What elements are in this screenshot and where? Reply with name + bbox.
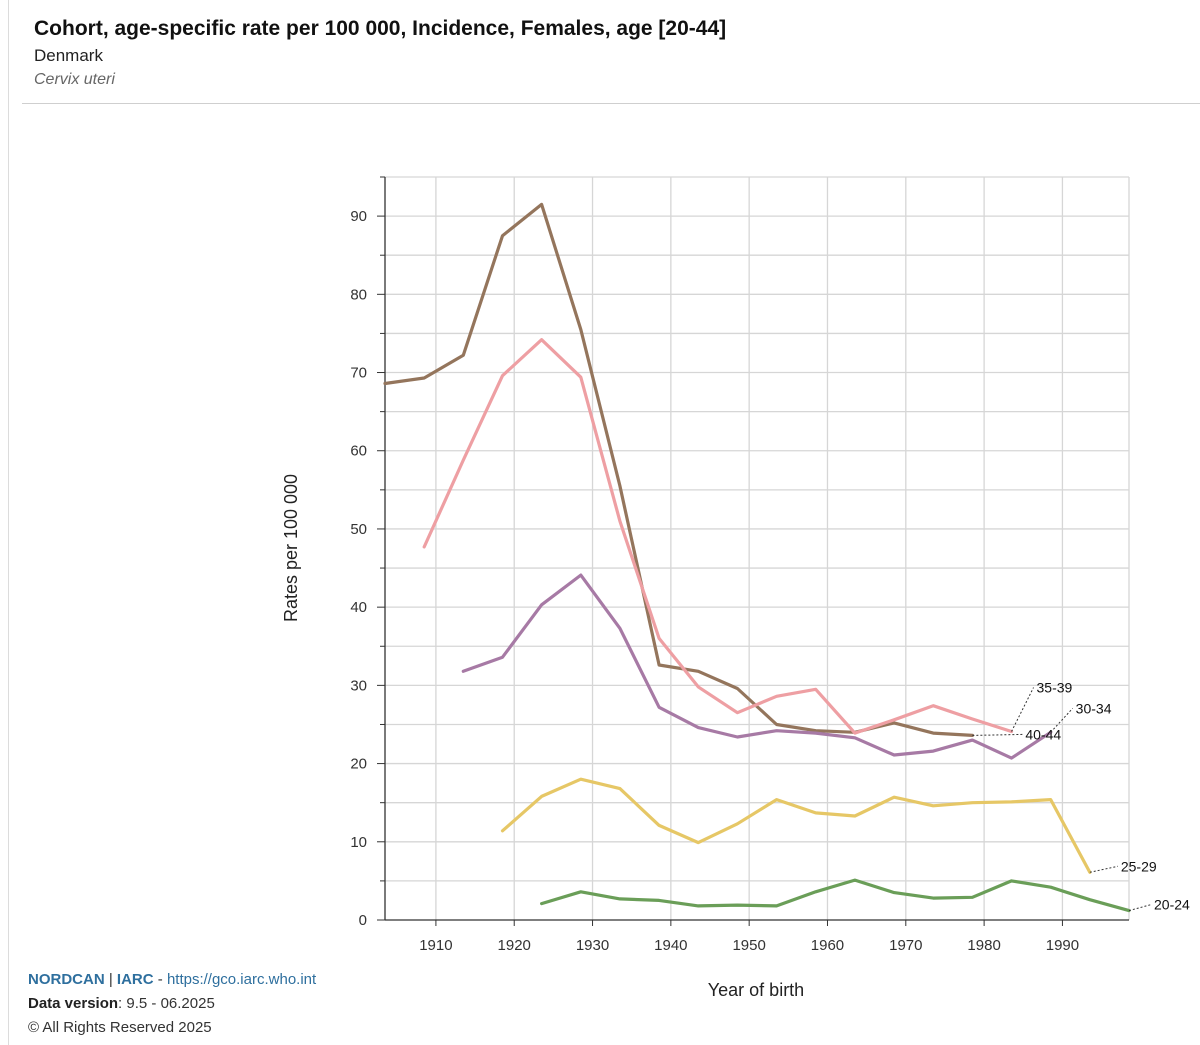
x-tick-label: 1980 [967, 937, 1000, 954]
y-tick-label: 40 [350, 599, 367, 616]
series-label-leader [972, 733, 1023, 736]
series-label-leader [1050, 707, 1074, 733]
series-line-20-24 [539, 878, 1131, 913]
series-label: 35-39 [1037, 680, 1073, 696]
chart-subtitle-population: Denmark [34, 46, 103, 65]
y-tick-label: 50 [350, 521, 367, 538]
series-label-leader [1011, 687, 1034, 732]
y-axis-label: Rates per 100 000 [281, 474, 301, 622]
x-tick-label: 1930 [576, 937, 609, 954]
series-line-25-29 [500, 777, 1092, 874]
header-divider [22, 103, 1200, 104]
footer-copyright: © All Rights Reserved 2025 [28, 1019, 212, 1036]
data-version-value: : 9.5 - 06.2025 [118, 995, 215, 1012]
chart-title: Cohort, age-specific rate per 100 000, I… [34, 17, 727, 40]
chart-axes: 0 10 20 30 40 50 60 70 80 90 1910 1920 1930 1940 1950 1… [350, 176, 1129, 954]
series-line-35-39 [422, 338, 1014, 735]
footer-separator: | [108, 971, 113, 988]
iarc-link[interactable]: IARC [116, 971, 154, 988]
chart-header: Cohort, age-specific rate per 100 000, I… [34, 14, 726, 92]
y-tick-label: 10 [350, 834, 367, 851]
y-tick-label: 20 [350, 756, 367, 773]
y-tick-label: 30 [350, 677, 367, 694]
y-tick-label: 70 [350, 365, 367, 382]
nordcan-link[interactable]: NORDCAN [28, 971, 105, 988]
series-label: 30-34 [1076, 700, 1112, 716]
footer: NORDCAN | IARC - https://gco.iarc.who.in… [28, 968, 316, 1040]
footer-version-line: Data version: 9.5 - 06.2025 [28, 992, 316, 1016]
series-line-30-34 [461, 573, 1053, 760]
footer-source-line: NORDCAN | IARC - https://gco.iarc.who.in… [28, 968, 316, 992]
x-tick-label: 1950 [732, 937, 765, 954]
series-label: 40-44 [1025, 726, 1061, 742]
gco-url-link[interactable]: https://gco.iarc.who.int [166, 971, 317, 988]
left-border [8, 0, 9, 1045]
y-tick-label: 90 [350, 208, 367, 225]
series-line-40-44 [383, 202, 975, 738]
y-tick-label: 60 [350, 443, 367, 460]
x-tick-label: 1960 [811, 937, 844, 954]
x-tick-label: 1910 [419, 937, 452, 954]
y-tick-label: 80 [350, 286, 367, 303]
chart-subtitle-cancer-site: Cervix uteri [34, 71, 115, 88]
series-label-leader [1128, 904, 1152, 912]
x-tick-label: 1970 [889, 937, 922, 954]
x-tick-label: 1990 [1046, 937, 1079, 954]
series-label: 20-24 [1154, 897, 1190, 913]
y-tick-label: 0 [359, 912, 367, 929]
chart-series [383, 202, 1131, 913]
footer-dash: - [157, 971, 163, 988]
x-axis-label: Year of birth [708, 980, 804, 1000]
chart-grid [385, 176, 1130, 920]
x-tick-label: 1920 [498, 937, 531, 954]
series-label: 25-29 [1121, 858, 1157, 874]
data-version-label: Data version [28, 995, 119, 1012]
series-label-leader [1089, 865, 1118, 873]
x-tick-label: 1940 [654, 937, 687, 954]
